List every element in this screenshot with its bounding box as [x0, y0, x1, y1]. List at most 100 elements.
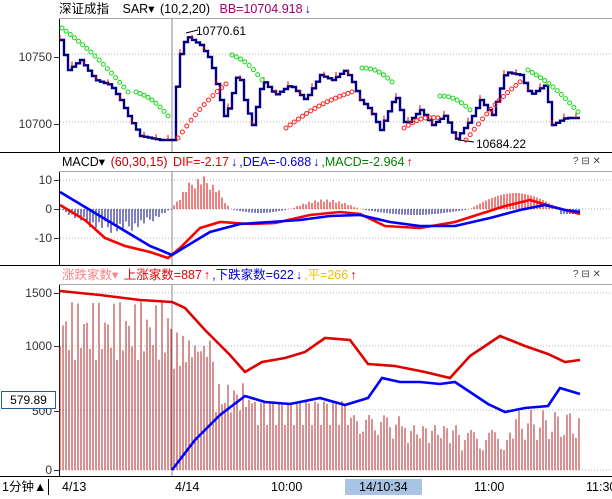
indicator-dropdown[interactable]: SAR▾ [122, 2, 155, 16]
sar-dot [575, 109, 581, 115]
time-label: 11:30 [586, 480, 612, 494]
y-tick-label: 1000 [0, 339, 59, 353]
bb-value: BB=10704.918 [219, 2, 303, 16]
sar-dot [324, 99, 330, 105]
sar-dot [484, 111, 490, 117]
help-icon[interactable]: ? [573, 269, 579, 280]
sar-dot [255, 72, 261, 78]
panel1-window-buttons [565, 0, 568, 18]
sar-dot [175, 135, 181, 141]
sar-dot [149, 97, 155, 103]
panel-divider[interactable] [0, 152, 612, 153]
sar-dot [533, 72, 539, 78]
sar-dot [405, 122, 411, 128]
sar-dot [250, 67, 256, 73]
sar-dot [295, 116, 301, 122]
dif-value: DIF=-2.17 [173, 155, 229, 169]
time-axis [0, 476, 612, 499]
sar-dot [219, 85, 225, 91]
up-count: 上涨家数=887 [123, 268, 202, 282]
sar-dot [233, 54, 239, 60]
time-label: 10:00 [271, 480, 303, 494]
sar-dot [117, 79, 123, 85]
arrow-up-icon: ↑ [203, 268, 211, 282]
sar-dot [480, 116, 486, 122]
caret-up-icon: ▲ [33, 480, 47, 494]
sar-dot [538, 75, 543, 81]
sar-dot [223, 81, 229, 87]
sar-dot [492, 102, 498, 108]
sar-dot [210, 93, 216, 99]
sar-dot [345, 90, 351, 96]
close-icon[interactable]: ✕ [592, 269, 601, 280]
sar-dot [414, 118, 420, 124]
y-tick-label: 10750 [0, 50, 59, 64]
sar-dot [359, 65, 365, 71]
indicator-dropdown[interactable]: 涨跌家数▾ [62, 268, 119, 282]
sar-dot [363, 65, 369, 71]
sar-dot [197, 107, 203, 113]
y-tick-label: 10700 [0, 117, 59, 131]
sar-dot [529, 69, 535, 75]
period-selector[interactable]: 1分钟▲ [2, 479, 50, 495]
sar-dot [161, 108, 167, 114]
low-pointer-line [457, 139, 475, 143]
sar-dot [312, 105, 318, 111]
sar-dot [137, 90, 143, 96]
sar-dot [109, 70, 114, 76]
down-count: ,下跌家数=622 [212, 268, 294, 282]
sar-dot [567, 100, 573, 106]
sar-dot [542, 78, 548, 84]
arrow-down-icon: ↓ [230, 155, 238, 169]
period-label: 1分钟 [2, 480, 34, 494]
sar-dot [475, 121, 481, 127]
index-name[interactable]: 深证成指 [59, 2, 110, 16]
sar-dot [517, 79, 523, 85]
sar-dot [214, 89, 220, 95]
high-price-label: 10770.61 [196, 24, 247, 38]
sar-dot [67, 31, 73, 37]
close-icon[interactable]: ✕ [592, 156, 601, 167]
chart-canvas[interactable] [0, 0, 612, 476]
sar-dot [84, 45, 90, 51]
panel-divider[interactable] [0, 265, 612, 266]
sar-dot [184, 123, 190, 129]
macd-value: ,MACD=-2.964 [321, 155, 405, 169]
sar-dot [372, 67, 378, 73]
sar-dot [463, 103, 469, 109]
sar-dot [188, 117, 194, 123]
indicator-params: (10,2,20) [159, 2, 210, 16]
sar-dot [242, 59, 248, 65]
sar-dot [401, 125, 407, 131]
sar-dot [88, 49, 94, 55]
restore-icon[interactable]: ⊟ [581, 156, 590, 167]
sar-dot [571, 104, 577, 110]
cursor-time-label: 14/10:34 [345, 479, 422, 495]
sar-dot [435, 115, 441, 121]
sar-dot [59, 25, 65, 31]
sar-dot [300, 113, 305, 119]
price-line [60, 36, 580, 142]
sar-dot [125, 89, 131, 95]
cursor-value-box: 579.89 [1, 391, 56, 409]
y-tick-label: 10 [0, 173, 59, 187]
sar-dot [446, 94, 452, 100]
sar-dot [201, 102, 207, 108]
panel2-window-buttons: ? ⊟ ✕ [573, 153, 601, 171]
sar-dot [505, 90, 511, 96]
sar-dot [92, 53, 98, 59]
restore-icon[interactable]: ⊟ [581, 269, 590, 280]
low-price-label: 10684.22 [476, 137, 527, 151]
sar-dot [471, 126, 477, 132]
sar-dot [437, 93, 443, 99]
y-tick-label: 0 [0, 463, 59, 477]
help-icon[interactable]: ? [573, 156, 579, 167]
sar-dot [463, 137, 469, 143]
time-label: 4/14 [175, 480, 200, 494]
sar-dot [333, 95, 338, 101]
down-count-line [170, 376, 581, 471]
sar-dot [96, 57, 102, 63]
sar-dot [525, 67, 531, 73]
indicator-dropdown[interactable]: MACD▾ [62, 155, 106, 169]
sar-dot [304, 110, 310, 116]
